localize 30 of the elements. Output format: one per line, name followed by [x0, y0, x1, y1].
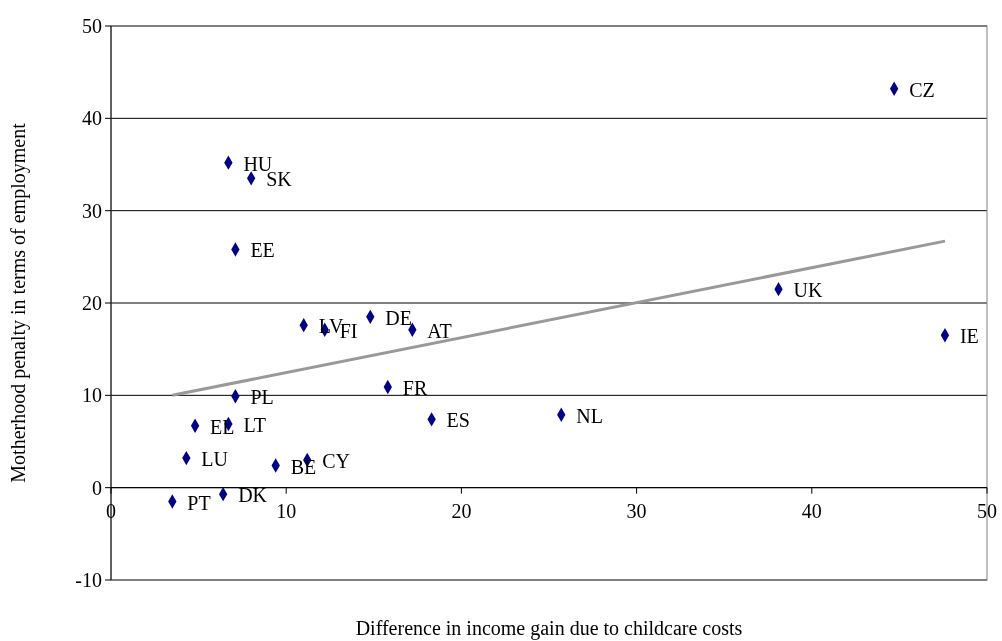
y-tick-label: 20	[82, 292, 102, 314]
y-tick-label: 40	[82, 107, 102, 130]
y-tick-label: 0	[92, 476, 102, 499]
y-tick-label: -10	[75, 569, 102, 591]
annotation: CZ	[909, 78, 935, 101]
annotation: EE	[250, 239, 275, 262]
y-tick-label: 30	[82, 199, 102, 222]
y-tick-label: 10	[82, 384, 102, 407]
annotation: PT	[187, 491, 211, 514]
annotation: AT	[427, 319, 452, 342]
annotation: EL	[210, 415, 235, 438]
annotation: UK	[793, 279, 823, 302]
x-tick-label: 30	[626, 499, 647, 522]
annotation: NL	[576, 404, 603, 427]
annotation: IE	[959, 325, 979, 348]
annotation: ES	[446, 409, 470, 432]
annotation: DK	[238, 484, 268, 507]
annotation: DE	[385, 306, 412, 329]
annotation: FR	[402, 377, 428, 400]
annotation: LT	[243, 413, 266, 436]
x-tick-label: 40	[801, 499, 822, 522]
y-tick-label: 50	[82, 15, 102, 37]
annotation: CY	[322, 449, 351, 472]
x-tick-label: 50	[977, 499, 997, 522]
x-tick-label: 20	[451, 499, 472, 522]
x-axis-title: Difference in income gain due to childcare costs	[355, 617, 743, 640]
annotation: BE	[290, 455, 317, 478]
x-tick-label: 10	[276, 499, 297, 522]
y-axis-title: Motherhood penalty in terms of employment	[7, 122, 30, 483]
annotation: LU	[201, 448, 229, 471]
